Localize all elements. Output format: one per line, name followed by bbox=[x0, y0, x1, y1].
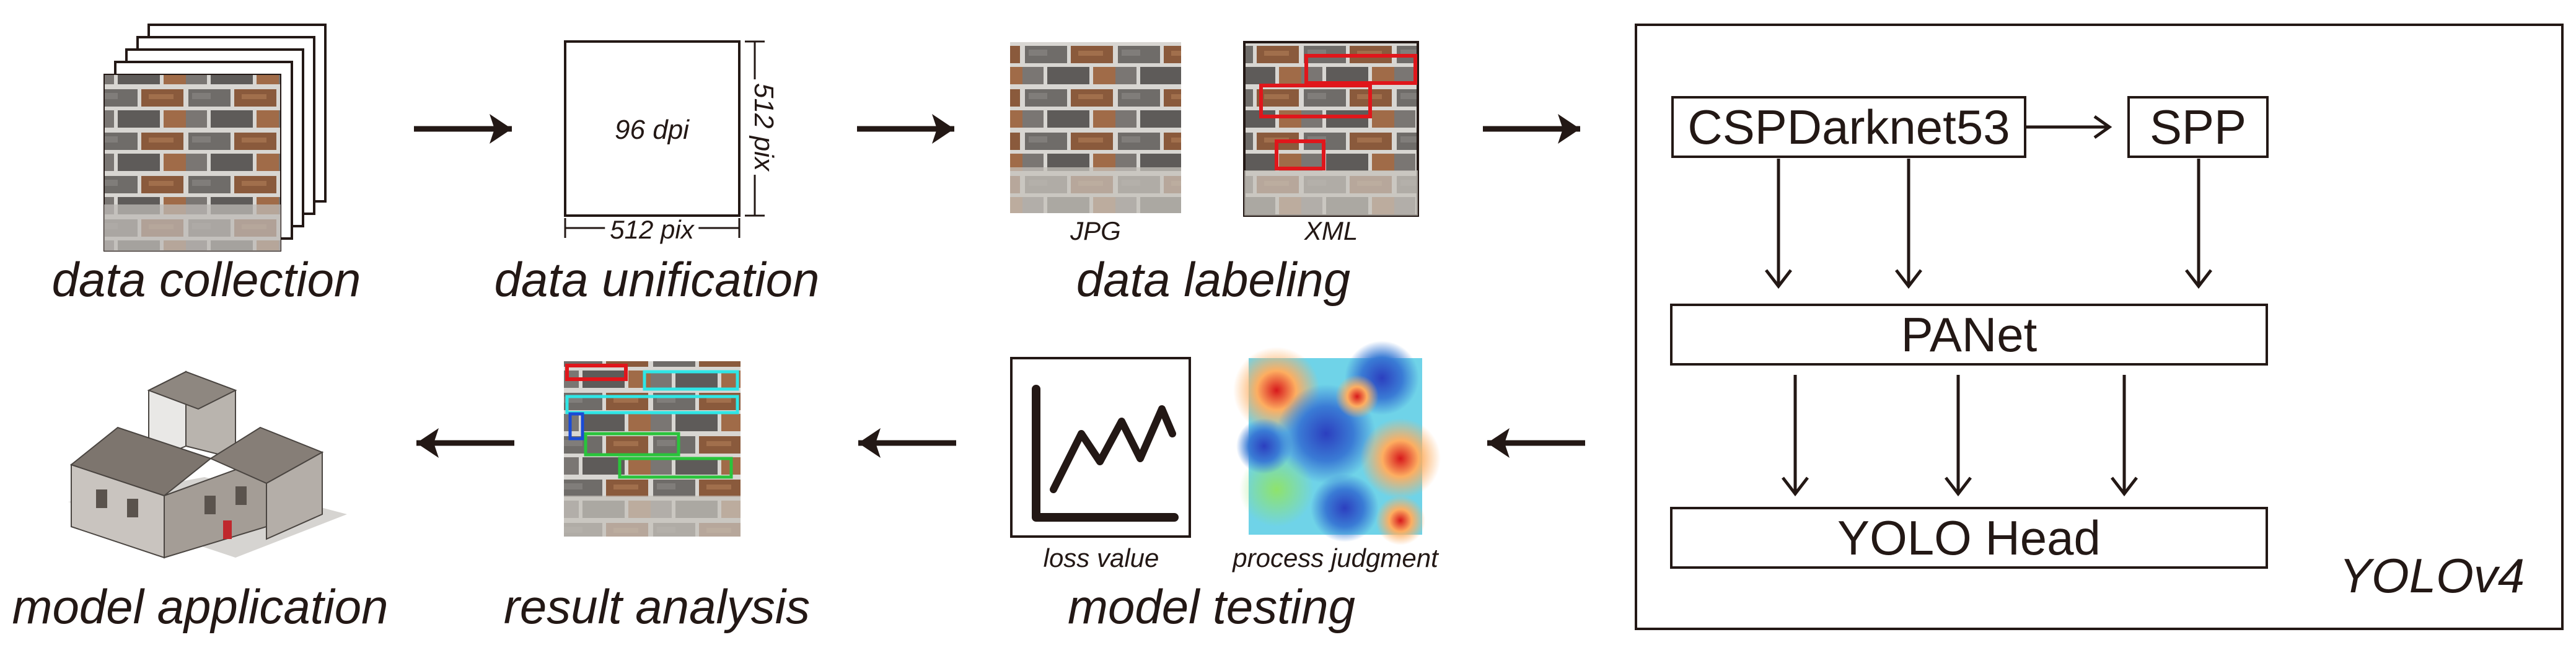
label-result-analysis: result analysis bbox=[503, 579, 811, 634]
width-label: 512 pix bbox=[605, 217, 699, 243]
label-data-labeling: data labeling bbox=[1076, 252, 1351, 307]
jpg-label: JPG bbox=[1070, 216, 1121, 245]
height-label: 512 pix bbox=[748, 79, 779, 175]
label-data-collection: data collection bbox=[51, 252, 361, 307]
loss-chart bbox=[1010, 357, 1191, 538]
dpi-label: 96 dpi bbox=[615, 115, 689, 145]
xml-label: XML bbox=[1304, 216, 1358, 245]
yolo-head-box: YOLO Head bbox=[1670, 507, 2268, 569]
jpg-image bbox=[1010, 42, 1181, 213]
spp-box: SPP bbox=[2127, 96, 2269, 158]
yolo-flow-arrows bbox=[1765, 115, 2212, 497]
yolov4-title: YOLOv4 bbox=[2339, 548, 2525, 603]
cspdarknet53-box: CSPDarknet53 bbox=[1671, 96, 2026, 158]
data-collection-image-stack bbox=[103, 24, 327, 252]
loss-value-label: loss value bbox=[1043, 543, 1159, 572]
process-judgment-heatmap bbox=[1233, 341, 1441, 545]
label-model-testing: model testing bbox=[1068, 579, 1355, 634]
label-model-application: model application bbox=[12, 579, 389, 634]
unification-frame bbox=[564, 40, 765, 238]
label-data-unification: data unification bbox=[494, 252, 820, 307]
building-model bbox=[68, 371, 347, 559]
yolov4-frame bbox=[1635, 24, 2564, 630]
panet-box: PANet bbox=[1670, 304, 2268, 366]
result-analysis-image bbox=[564, 361, 741, 537]
xml-image bbox=[1243, 41, 1419, 217]
process-judgment-label: process judgment bbox=[1233, 543, 1438, 572]
